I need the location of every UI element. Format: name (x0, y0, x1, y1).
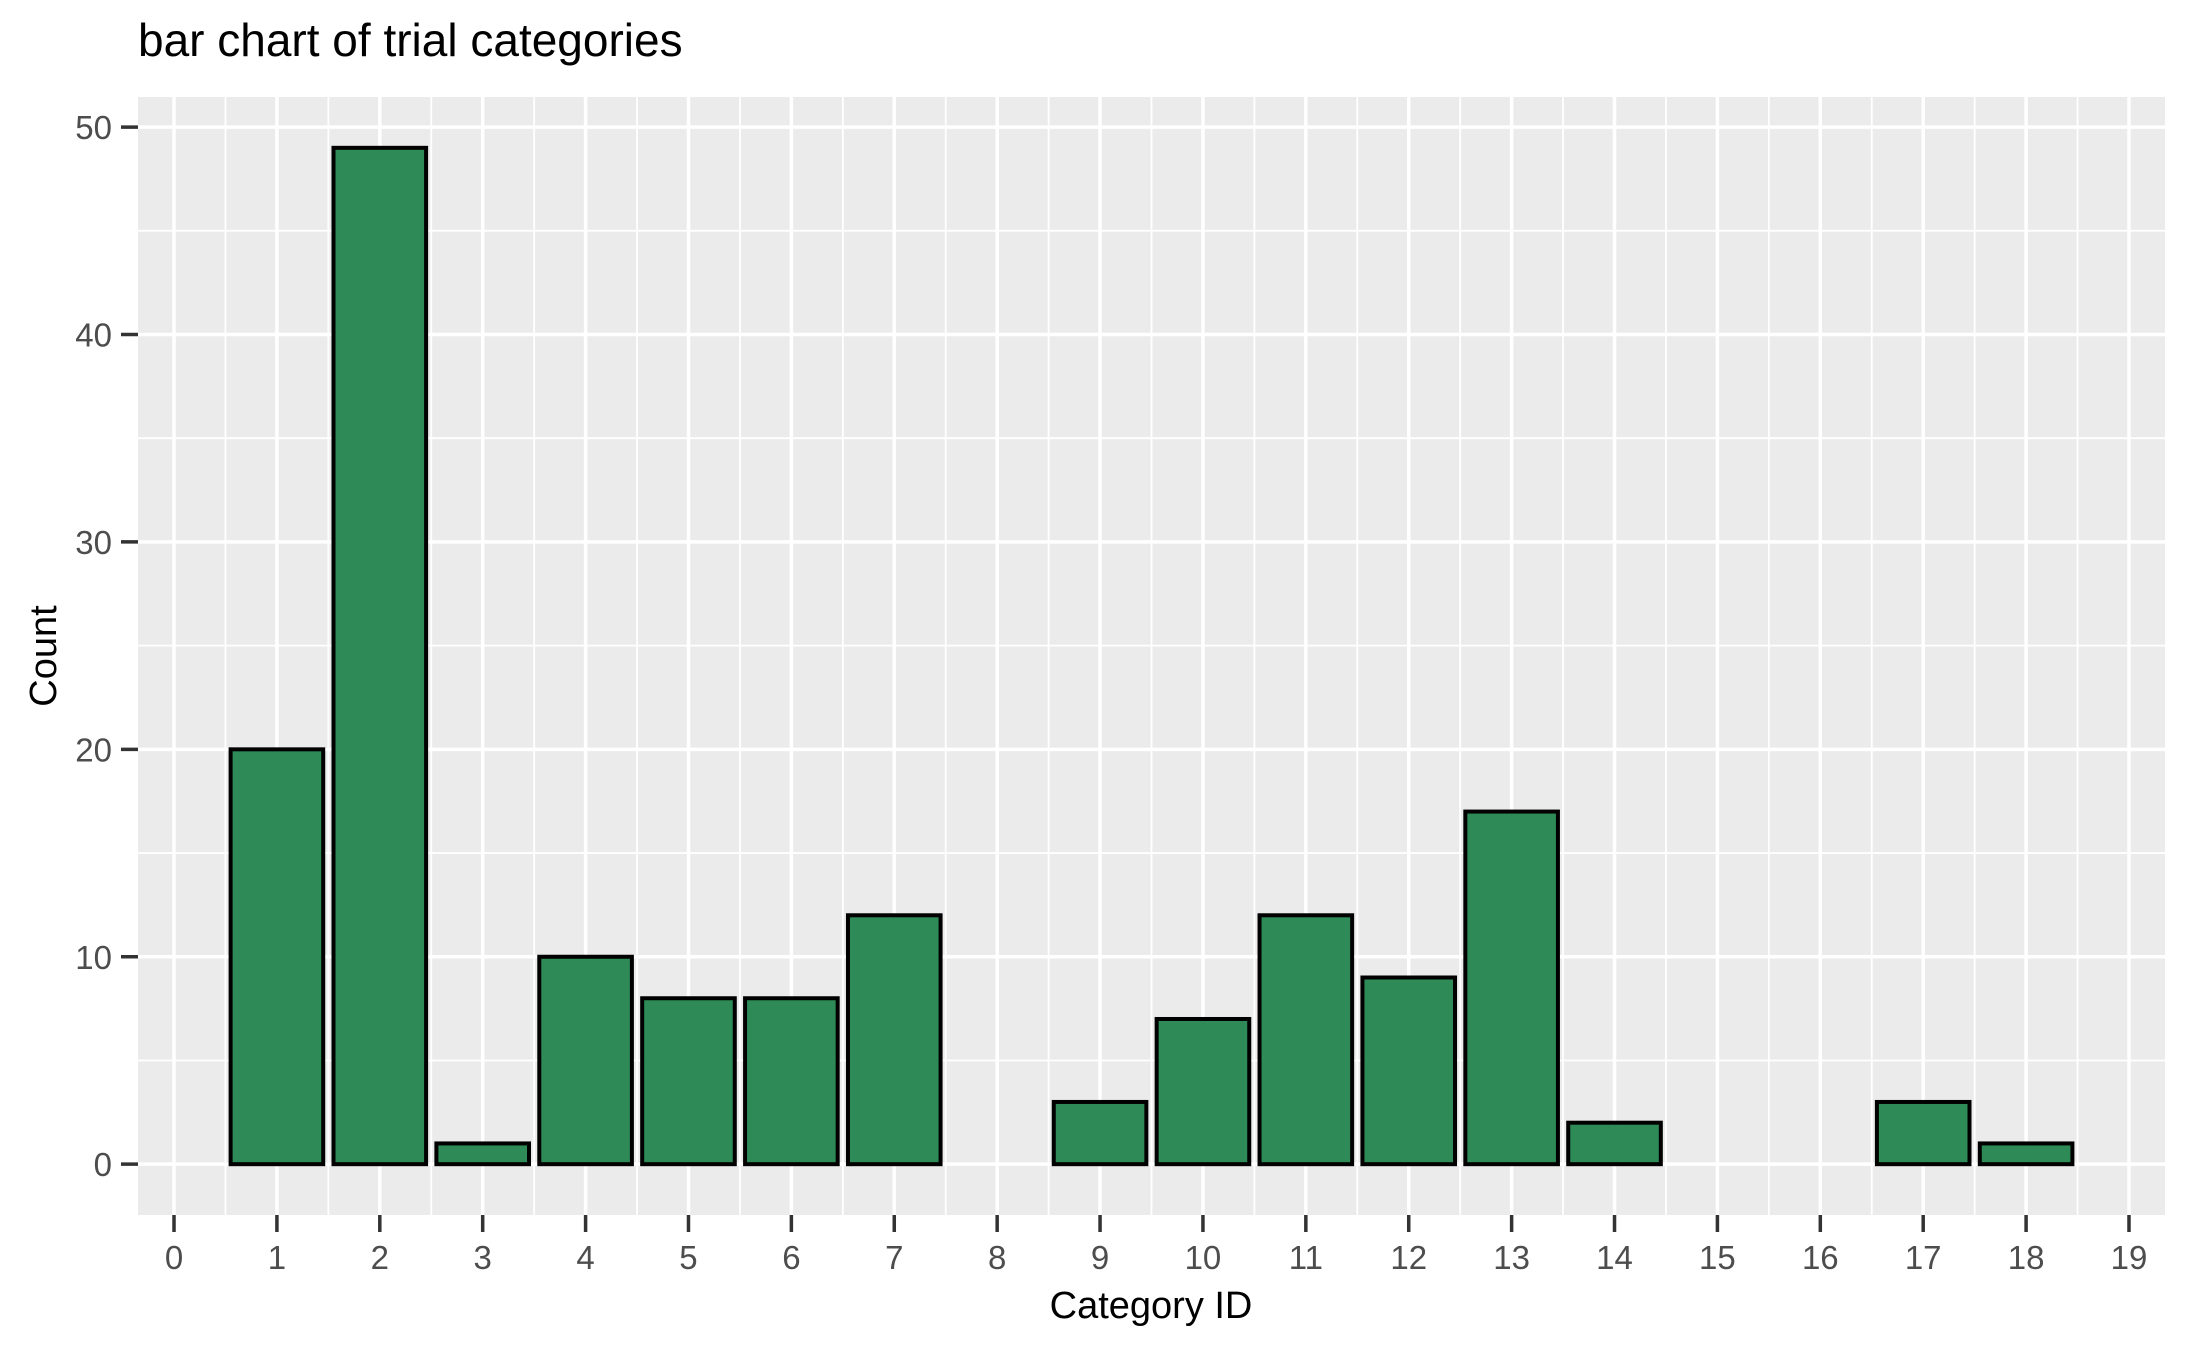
bar-category-18 (1977, 1141, 2075, 1167)
x-tick-label: 10 (1185, 1239, 1222, 1276)
y-tick-label: 40 (75, 316, 112, 353)
x-tick-label: 6 (782, 1239, 800, 1276)
bar-category-13 (1463, 809, 1560, 1167)
y-tick-label: 0 (94, 1146, 112, 1183)
bar-category-11 (1257, 913, 1355, 1167)
x-tick-label: 14 (1596, 1239, 1633, 1276)
x-tick-label: 19 (2111, 1239, 2148, 1276)
bar-category-12 (1360, 975, 1458, 1167)
bars (228, 145, 2075, 1167)
x-tick-label: 16 (1802, 1239, 1839, 1276)
y-tick-label: 30 (75, 524, 112, 561)
bar-category-10 (1154, 1016, 1252, 1167)
x-tick-label: 13 (1493, 1239, 1530, 1276)
bar-category-17 (1874, 1099, 1972, 1167)
bar-category-5 (640, 996, 737, 1167)
y-tick-label: 20 (75, 731, 112, 768)
bar-category-14 (1566, 1120, 1663, 1167)
x-tick-label: 17 (1905, 1239, 1942, 1276)
x-tick-label: 1 (268, 1239, 286, 1276)
chart-title: bar chart of trial categories (138, 14, 683, 66)
x-tick-label: 0 (165, 1239, 183, 1276)
x-tick-label: 11 (1289, 1239, 1323, 1276)
y-tick-label: 50 (75, 109, 112, 146)
x-tick-label: 7 (885, 1239, 903, 1276)
x-tick-label: 3 (474, 1239, 492, 1276)
x-tick-label: 5 (679, 1239, 697, 1276)
y-tick-label: 10 (75, 939, 112, 976)
x-axis-title: Category ID (1050, 1285, 1253, 1327)
bar-category-1 (228, 747, 326, 1167)
y-axis-title: Count (23, 605, 65, 707)
x-tick-label: 15 (1699, 1239, 1736, 1276)
bar-category-2 (331, 145, 429, 1167)
x-tick-label: 4 (576, 1239, 594, 1276)
bar-category-4 (537, 954, 634, 1167)
bar-category-6 (743, 996, 840, 1167)
x-tick-label: 18 (2008, 1239, 2045, 1276)
x-tick-label: 9 (1091, 1239, 1109, 1276)
x-tick-label: 12 (1390, 1239, 1427, 1276)
bar-category-3 (434, 1141, 531, 1167)
axes: 0 1 2 3 4 5 6 7 8 9 10 11 12 13 14 15 16 17 18 190102030405… (75, 109, 2147, 1276)
bar-category-7 (845, 913, 943, 1167)
x-tick-label: 2 (371, 1239, 389, 1276)
x-tick-label: 8 (988, 1239, 1006, 1276)
bar-category-9 (1051, 1099, 1149, 1167)
